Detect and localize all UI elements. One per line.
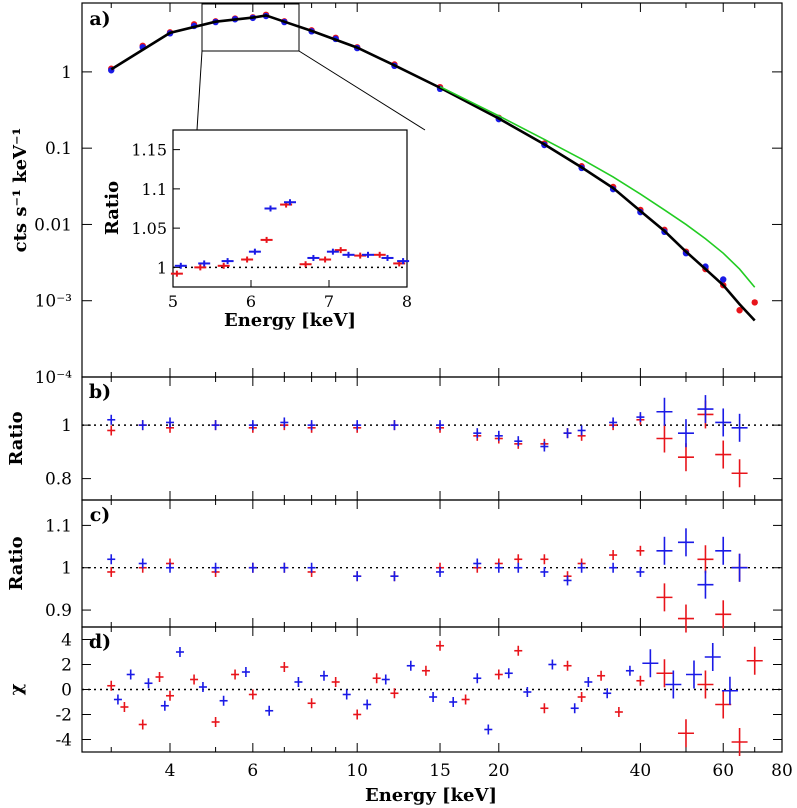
y-tick-label: -4 (55, 731, 72, 751)
inset-x-tick-label: 5 (168, 292, 178, 311)
x-tick-label: 4 (165, 761, 176, 781)
panel-label: c) (90, 504, 111, 526)
x-tick-label: 20 (488, 761, 510, 781)
inset-y-title: Ratio (102, 181, 123, 235)
x-tick-label: 15 (429, 761, 451, 781)
x-tick-label: 6 (247, 761, 258, 781)
zoom-connector (298, 50, 426, 131)
zoom-connector (196, 50, 203, 131)
y-tick-label: 0.1 (45, 139, 72, 159)
inset-y-tick-label: 1 (157, 258, 167, 277)
y-axis-title: χ (6, 683, 27, 695)
x-axis-title: Energy [keV] (365, 785, 497, 806)
data-point (751, 299, 758, 306)
y-tick-label: 0.9 (45, 601, 72, 621)
model-line-green (439, 85, 756, 288)
inset-frame (172, 129, 408, 288)
y-tick-label: 1 (61, 63, 72, 83)
data-marks (107, 11, 763, 756)
x-tick-label: 80 (771, 761, 793, 781)
zoom-box (201, 3, 300, 52)
y-tick-label: 1.1 (45, 516, 72, 536)
y-axis-title: cts s⁻¹ keV⁻¹ (10, 128, 31, 253)
model-line-black (110, 14, 756, 322)
inset-x-tick-label: 6 (246, 292, 256, 311)
y-tick-label: -2 (55, 706, 72, 726)
y-axis-title: Ratio (6, 536, 27, 590)
panel-frames (81, 2, 783, 753)
panel-label: b) (89, 381, 111, 403)
inset-y-tick-label: 1.15 (131, 141, 167, 160)
data-point (720, 276, 727, 283)
y-tick-label: 1 (61, 559, 72, 579)
inset-x-title: Energy [keV] (224, 310, 356, 331)
x-tick-label: 60 (712, 761, 734, 781)
panel-c-frame (81, 499, 783, 628)
panel-b-frame (81, 376, 783, 501)
panel-label: d) (89, 631, 111, 653)
x-tick-label: 10 (346, 761, 368, 781)
x-tick-label: 40 (630, 761, 652, 781)
y-tick-label: 1 (61, 416, 72, 436)
inset-y-tick-label: 1.1 (142, 180, 167, 199)
inset-x-tick-label: 7 (324, 292, 334, 311)
data-point (736, 307, 743, 314)
y-tick-label: 0.01 (34, 215, 72, 235)
inset-x-tick-label: 8 (402, 292, 412, 311)
inset-y-tick-label: 1.05 (131, 219, 167, 238)
y-tick-label: 0.8 (45, 470, 72, 490)
y-tick-label: 4 (61, 631, 72, 651)
y-axis-title: Ratio (6, 411, 27, 465)
y-tick-label: 10⁻³ (35, 292, 72, 312)
y-tick-label: 10⁻⁴ (35, 368, 73, 388)
y-tick-label: 2 (61, 656, 72, 676)
panel-label: a) (89, 8, 110, 30)
y-tick-label: 0 (61, 681, 72, 701)
